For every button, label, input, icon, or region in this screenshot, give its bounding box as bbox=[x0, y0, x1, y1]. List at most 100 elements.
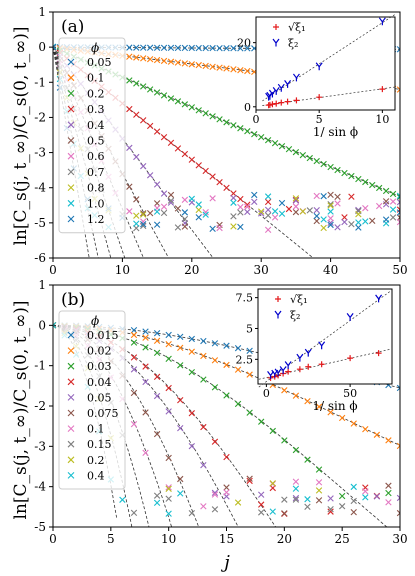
data-point bbox=[313, 192, 320, 200]
data-point bbox=[140, 222, 147, 230]
data-point bbox=[146, 44, 154, 51]
legend-marker bbox=[67, 394, 75, 401]
data-point bbox=[133, 44, 140, 51]
data-point bbox=[375, 202, 383, 210]
inset-legend-marker bbox=[273, 24, 279, 30]
data-point bbox=[146, 172, 154, 179]
data-point bbox=[237, 203, 244, 211]
inset-xi1-point bbox=[285, 368, 292, 375]
x-tick-label: 10 bbox=[161, 532, 176, 546]
data-point bbox=[146, 86, 154, 93]
data-point bbox=[385, 499, 392, 506]
data-point bbox=[278, 199, 286, 207]
panel-label: (a) bbox=[61, 17, 84, 37]
x-tick-label: 30 bbox=[392, 532, 407, 546]
data-point bbox=[188, 369, 195, 376]
data-point bbox=[140, 220, 147, 228]
y-tick-label: -2 bbox=[34, 110, 46, 124]
data-point bbox=[202, 211, 209, 218]
data-point bbox=[396, 209, 400, 216]
inset-xi2-point bbox=[274, 368, 282, 377]
data-point bbox=[223, 453, 230, 461]
data-point bbox=[292, 485, 300, 492]
data-point bbox=[382, 187, 390, 195]
inset-legend-label: √ξ₁ bbox=[288, 21, 305, 34]
data-point bbox=[304, 503, 311, 510]
data-point bbox=[338, 503, 346, 510]
legend-marker bbox=[67, 378, 75, 386]
data-point bbox=[246, 347, 253, 354]
inset-xi1-point bbox=[293, 97, 300, 104]
data-point bbox=[177, 396, 184, 404]
inset-legend-marker bbox=[274, 310, 282, 319]
data-point bbox=[375, 184, 383, 192]
legend-label: 0.5 bbox=[87, 135, 105, 148]
axes-frame bbox=[52, 11, 401, 259]
legend-marker bbox=[67, 137, 75, 144]
data-point bbox=[396, 384, 400, 392]
data-point bbox=[292, 392, 300, 399]
data-point bbox=[327, 409, 334, 416]
data-point bbox=[281, 437, 288, 444]
legend-marker bbox=[67, 199, 75, 207]
inset-frame bbox=[257, 288, 393, 385]
inset-xi2-point bbox=[292, 73, 300, 82]
data-point bbox=[244, 208, 251, 216]
data-point bbox=[234, 400, 242, 408]
data-point bbox=[246, 371, 253, 378]
data-point bbox=[126, 53, 133, 60]
data-point bbox=[133, 54, 140, 61]
inset-xi1-point bbox=[269, 101, 276, 108]
data-point bbox=[209, 173, 216, 180]
data-point bbox=[188, 410, 195, 417]
data-point bbox=[126, 208, 133, 215]
inset-xi2-point bbox=[277, 83, 285, 92]
data-point bbox=[264, 226, 272, 234]
data-point bbox=[211, 340, 219, 347]
legend-marker bbox=[67, 472, 75, 479]
y-tick-label: -4 bbox=[34, 480, 46, 494]
data-point bbox=[153, 221, 161, 228]
data-point bbox=[202, 208, 209, 216]
data-point bbox=[165, 355, 172, 362]
inset-xi1-point bbox=[375, 350, 382, 357]
data-point bbox=[130, 421, 138, 428]
data-point bbox=[142, 344, 149, 351]
data-point bbox=[133, 224, 140, 232]
data-point bbox=[244, 45, 251, 52]
inset-xi1-point bbox=[379, 86, 386, 93]
data-point bbox=[209, 63, 216, 70]
x-tick-label: 30 bbox=[254, 263, 269, 277]
data-point bbox=[234, 345, 242, 352]
data-point bbox=[165, 484, 172, 491]
data-point bbox=[181, 209, 189, 216]
x-tick-label: 15 bbox=[219, 532, 234, 546]
data-point bbox=[130, 339, 138, 346]
data-point bbox=[142, 409, 149, 416]
data-point bbox=[153, 128, 161, 135]
legend-label: 0.1 bbox=[87, 423, 105, 436]
data-point bbox=[188, 104, 195, 111]
data-point bbox=[251, 191, 258, 199]
data-point bbox=[195, 107, 202, 114]
data-point bbox=[258, 491, 265, 498]
data-point bbox=[223, 342, 230, 349]
y-tick-label: 1 bbox=[38, 5, 46, 19]
data-point bbox=[389, 190, 397, 198]
data-point bbox=[341, 218, 348, 226]
inset-y-tick-label: 0 bbox=[244, 101, 251, 114]
data-point bbox=[167, 199, 175, 206]
x-axis-label: j bbox=[220, 552, 230, 573]
data-point bbox=[223, 484, 230, 491]
data-point bbox=[216, 224, 223, 232]
data-point bbox=[285, 205, 293, 213]
data-point bbox=[304, 496, 311, 503]
legend-label: 0.03 bbox=[87, 360, 112, 373]
data-point bbox=[237, 45, 244, 52]
x-tick-label: 10 bbox=[115, 263, 130, 277]
x-tick-label: 20 bbox=[184, 263, 199, 277]
data-point bbox=[285, 145, 293, 153]
data-point bbox=[165, 331, 172, 339]
data-point bbox=[341, 214, 348, 221]
data-point bbox=[299, 151, 307, 159]
